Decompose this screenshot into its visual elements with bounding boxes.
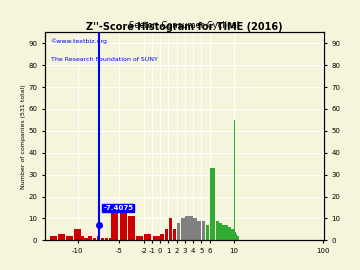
Text: ©www.textbiz.org: ©www.textbiz.org — [50, 39, 107, 44]
Bar — [181, 218, 185, 240]
Bar — [161, 234, 164, 240]
Bar — [165, 229, 168, 240]
Bar — [111, 210, 118, 240]
Bar — [216, 221, 219, 240]
Bar — [225, 225, 228, 240]
Bar — [185, 216, 189, 240]
Bar — [234, 120, 235, 240]
Bar — [198, 221, 201, 240]
Bar — [222, 225, 225, 240]
Bar — [93, 238, 96, 240]
Bar — [231, 229, 234, 240]
Text: Sector: Consumer Cyclical: Sector: Consumer Cyclical — [129, 21, 240, 30]
Bar — [193, 218, 197, 240]
Bar — [109, 238, 113, 240]
Bar — [144, 234, 151, 240]
Title: Z''-Score Histogram for TIME (2016): Z''-Score Histogram for TIME (2016) — [86, 22, 283, 32]
Bar — [66, 236, 73, 240]
Bar — [237, 236, 238, 240]
Bar — [120, 212, 127, 240]
Bar — [153, 236, 159, 240]
Bar — [58, 234, 65, 240]
Bar — [206, 225, 209, 240]
Bar — [75, 229, 81, 240]
Bar — [173, 229, 176, 240]
Bar — [97, 236, 100, 240]
Bar — [80, 236, 84, 240]
Bar — [238, 236, 239, 240]
Y-axis label: Number of companies (531 total): Number of companies (531 total) — [21, 84, 26, 189]
Bar — [101, 238, 104, 240]
Bar — [84, 238, 88, 240]
Bar — [228, 227, 231, 240]
Bar — [169, 218, 172, 240]
Text: -7.4075: -7.4075 — [103, 205, 133, 211]
Bar — [189, 216, 193, 240]
Text: The Research Foundation of SUNY: The Research Foundation of SUNY — [50, 57, 157, 62]
Bar — [219, 223, 222, 240]
Bar — [128, 216, 135, 240]
Bar — [210, 168, 215, 240]
Bar — [202, 221, 205, 240]
Bar — [235, 232, 236, 240]
Bar — [136, 236, 143, 240]
Bar — [105, 238, 108, 240]
Bar — [236, 234, 237, 240]
Bar — [50, 236, 57, 240]
Bar — [177, 223, 180, 240]
Bar — [89, 236, 92, 240]
